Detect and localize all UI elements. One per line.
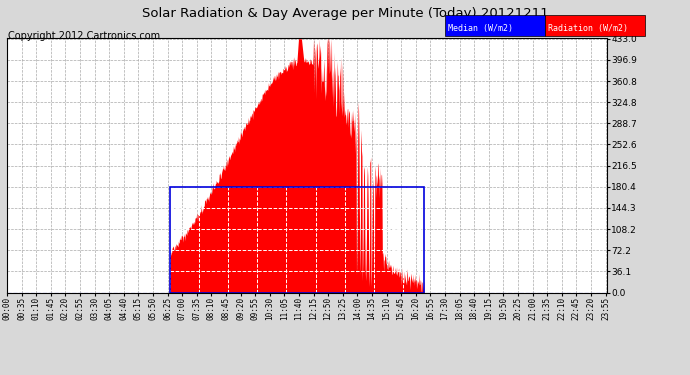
Text: Solar Radiation & Day Average per Minute (Today) 20121211: Solar Radiation & Day Average per Minute… — [141, 8, 549, 21]
Bar — [170, 187, 424, 292]
Text: Radiation (W/m2): Radiation (W/m2) — [548, 24, 628, 33]
Text: Median (W/m2): Median (W/m2) — [448, 24, 513, 33]
Text: Copyright 2012 Cartronics.com: Copyright 2012 Cartronics.com — [8, 32, 160, 41]
